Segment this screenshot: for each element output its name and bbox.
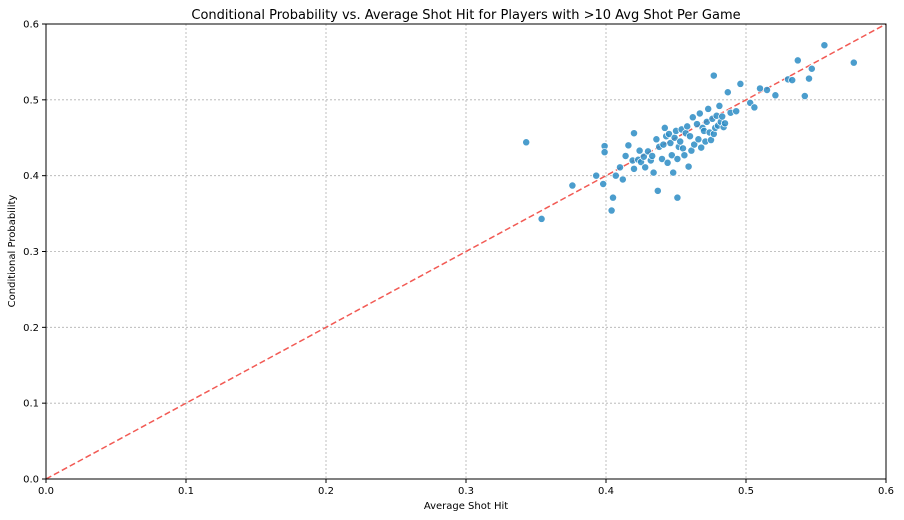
data-point	[599, 180, 608, 188]
data-point	[669, 168, 678, 177]
data-point	[732, 107, 741, 116]
data-point	[694, 135, 703, 144]
data-point	[537, 214, 546, 223]
data-point	[649, 168, 658, 177]
data-point	[621, 151, 630, 160]
x-tick-label: 0.1	[178, 486, 194, 497]
data-point	[600, 148, 609, 157]
data-point	[688, 113, 697, 122]
data-point	[658, 155, 666, 163]
data-point	[800, 92, 809, 100]
data-point	[673, 193, 682, 202]
data-point	[693, 120, 701, 129]
data-point	[660, 123, 669, 132]
data-point	[723, 88, 732, 97]
data-point	[709, 71, 718, 80]
data-point	[715, 101, 724, 110]
data-point	[624, 141, 633, 150]
y-tick-label: 0.0	[23, 475, 39, 486]
data-point	[690, 140, 699, 149]
data-point	[683, 122, 692, 131]
data-point	[607, 206, 616, 215]
data-point	[793, 56, 802, 65]
data-point	[736, 79, 745, 88]
data-point	[679, 144, 687, 153]
y-axis-title: Conditional Probability	[7, 195, 18, 308]
data-point	[609, 193, 617, 202]
data-point	[805, 74, 813, 83]
data-point	[788, 76, 797, 85]
x-tick-label: 0.4	[598, 486, 614, 497]
data-point	[697, 143, 706, 152]
reference-line	[45, 23, 887, 480]
x-tick-label: 0.3	[458, 486, 474, 497]
y-tick-label: 0.6	[23, 20, 39, 31]
data-point	[568, 181, 577, 190]
y-tick-label: 0.5	[23, 95, 39, 106]
data-point	[635, 146, 644, 155]
data-point	[639, 152, 648, 161]
y-tick-label: 0.2	[23, 323, 39, 334]
data-point	[667, 151, 676, 160]
data-point	[684, 162, 693, 171]
data-point	[592, 171, 601, 180]
data-point	[807, 64, 816, 73]
data-point	[849, 58, 858, 67]
data-point	[618, 175, 627, 184]
data-point	[616, 163, 624, 172]
data-point	[820, 41, 829, 50]
data-point	[630, 129, 638, 138]
y-axis-ticks: 0.0 0.1 0.2 0.3 0.4 0.5 0.6	[23, 20, 46, 486]
data-point	[721, 119, 729, 128]
data-point	[522, 138, 531, 147]
data-point	[653, 186, 662, 195]
x-tick-label: 0.2	[318, 486, 334, 497]
data-point	[663, 158, 672, 167]
data-point	[659, 140, 668, 149]
data-point	[695, 109, 704, 118]
x-axis-ticks: 0.0 0.1 0.2 0.3 0.4 0.5 0.6	[38, 479, 894, 497]
data-point	[652, 135, 661, 144]
data-point	[665, 130, 673, 138]
data-point	[666, 139, 675, 148]
data-point	[718, 112, 727, 121]
data-point	[756, 84, 764, 93]
data-point	[611, 171, 620, 180]
x-tick-label: 0.6	[878, 486, 894, 497]
data-point	[763, 86, 771, 94]
data-point	[680, 151, 689, 160]
x-tick-label: 0.5	[738, 486, 754, 497]
data-point	[648, 151, 657, 160]
y-tick-label: 0.3	[23, 247, 39, 258]
data-point	[676, 137, 685, 146]
data-point	[686, 132, 694, 141]
data-point	[673, 155, 682, 163]
data-point	[630, 164, 638, 173]
y-tick-label: 0.1	[23, 399, 39, 410]
data-points	[522, 41, 858, 223]
x-tick-label: 0.0	[38, 486, 54, 497]
data-point	[704, 104, 713, 113]
data-point	[750, 103, 759, 112]
data-point	[771, 91, 780, 100]
data-point	[641, 163, 650, 172]
x-axis-title: Average Shot Hit	[424, 501, 508, 512]
y-tick-label: 0.4	[23, 171, 39, 182]
chart-title: Conditional Probability vs. Average Shot…	[191, 8, 740, 23]
